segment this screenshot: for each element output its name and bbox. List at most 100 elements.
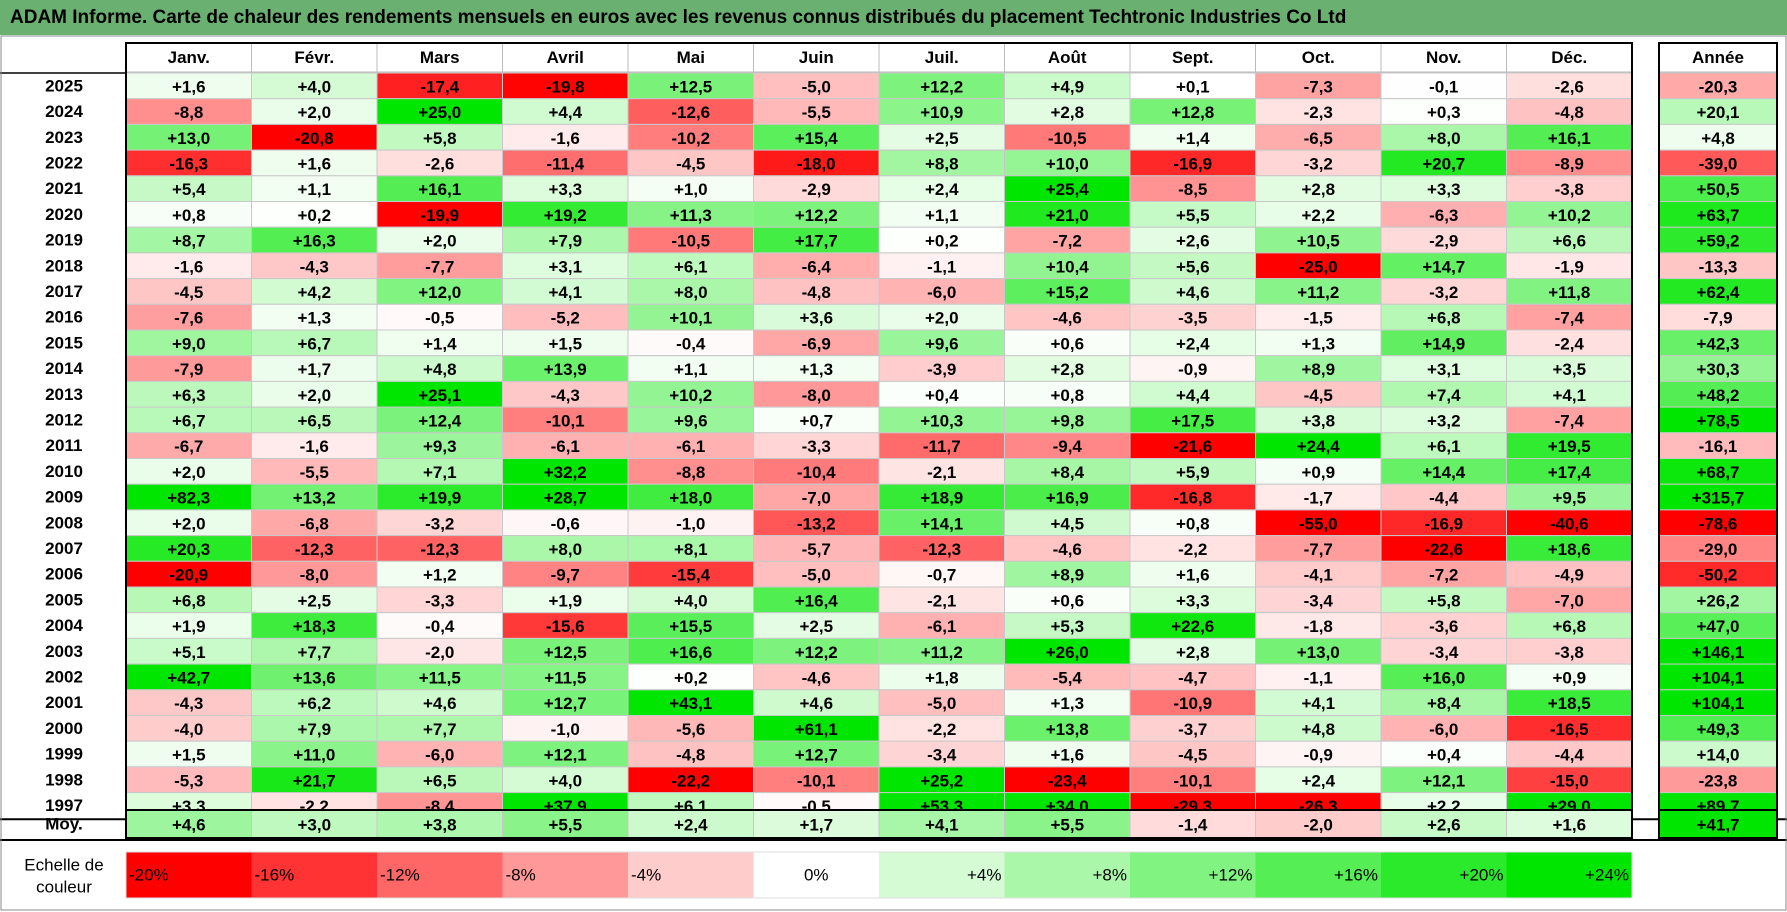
heatmap-cell	[376, 303, 503, 331]
heatmap-cell	[502, 329, 629, 357]
cell-value: +2,0	[172, 463, 206, 482]
cell-value: -22,6	[1424, 540, 1463, 559]
cell-value: +1,6	[172, 77, 206, 96]
heatmap-cell	[125, 329, 252, 357]
cell-value: +6,8	[1427, 309, 1461, 328]
annual-value: +50,5	[1696, 180, 1739, 199]
cell-value: +4,6	[799, 694, 833, 713]
average-annual-value: +41,7	[1696, 816, 1739, 835]
heatmap-cell	[1506, 406, 1633, 434]
heatmap-cell	[878, 715, 1005, 742]
cell-value: -3,2	[1429, 283, 1458, 302]
cell-value: -5,6	[676, 720, 705, 739]
heatmap-cell	[502, 201, 629, 228]
cell-value: +0,9	[1301, 463, 1335, 482]
year-label: 2016	[45, 308, 83, 327]
heatmap-cell	[502, 715, 629, 742]
heatmap-cell	[627, 560, 754, 588]
cell-value: +2,0	[297, 103, 331, 122]
heatmap-cell	[627, 766, 754, 794]
average-cell	[753, 809, 880, 839]
month-header: Oct.	[1302, 48, 1335, 67]
heatmap-cell	[251, 355, 378, 382]
cell-value: +13,0	[167, 129, 210, 148]
cell-value: +3,3	[1427, 180, 1461, 199]
cell-value: +3,2	[1427, 411, 1461, 430]
heatmap-cell	[1506, 149, 1633, 177]
cell-value: -7,7	[1304, 540, 1333, 559]
cell-value: -12,3	[922, 540, 961, 559]
cell-value: +5,4	[172, 180, 206, 199]
cell-value: +12,5	[669, 77, 712, 96]
heatmap-cell	[502, 432, 629, 459]
cell-value: +4,5	[1050, 514, 1084, 533]
cell-value: -2,1	[927, 591, 956, 610]
cell-value: -3,4	[1429, 643, 1459, 662]
cell-value: -7,2	[1429, 566, 1458, 585]
heatmap-cell	[376, 740, 503, 768]
heatmap-cell	[376, 509, 503, 537]
cell-value: +2,4	[925, 180, 959, 199]
heatmap-cell	[1255, 72, 1382, 100]
heatmap-cell	[125, 766, 252, 794]
cell-value: -0,5	[425, 309, 454, 328]
heatmap-cell	[251, 226, 378, 254]
heatmap-cell	[878, 689, 1005, 716]
cell-value: +3,8	[1301, 411, 1335, 430]
heatmap-cell	[627, 432, 754, 459]
cell-value: +8,4	[1050, 463, 1084, 482]
cell-value: +12,2	[920, 77, 963, 96]
month-header: Août	[1048, 48, 1087, 67]
scale-label-value: -8%	[506, 866, 536, 885]
cell-value: -9,7	[551, 566, 580, 585]
heatmap-cell	[1129, 329, 1256, 357]
annual-value: +78,5	[1696, 411, 1739, 430]
cell-value: +10,9	[920, 103, 963, 122]
average-value: -1,4	[1178, 816, 1208, 835]
cell-value: +2,5	[297, 591, 331, 610]
cell-value: -16,5	[1550, 720, 1589, 739]
cell-value: -9,4	[1053, 437, 1083, 456]
cell-value: -5,0	[927, 694, 956, 713]
cell-value: +4,4	[548, 103, 582, 122]
heatmap-cell	[1129, 226, 1256, 254]
cell-value: -3,2	[425, 514, 454, 533]
heatmap-cell	[627, 406, 754, 434]
annual-value: +48,2	[1696, 386, 1739, 405]
heatmap-cell	[878, 278, 1005, 305]
average-label: Moy.	[45, 815, 82, 834]
cell-value: +14,4	[1422, 463, 1466, 482]
heatmap-cell	[878, 637, 1005, 665]
heatmap-cell	[753, 689, 880, 716]
cell-value: -1,5	[1304, 309, 1333, 328]
cell-value: -2,2	[1178, 540, 1207, 559]
cell-value: +6,8	[172, 591, 206, 610]
cell-value: +13,0	[1297, 643, 1340, 662]
annual-cell	[1658, 766, 1778, 794]
heatmap-cell	[1506, 72, 1633, 100]
annual-value: -16,1	[1699, 437, 1738, 456]
scale-label-value: +16%	[1334, 866, 1378, 885]
average-cell	[502, 809, 629, 839]
cell-value: +7,7	[297, 643, 331, 662]
average-value: +2,4	[674, 816, 708, 835]
cell-value: +16,3	[293, 232, 336, 251]
heatmap-cell	[1004, 123, 1131, 151]
heatmap-cell	[1255, 149, 1382, 177]
cell-value: -17,4	[420, 77, 459, 96]
annual-value: +146,1	[1692, 643, 1744, 662]
cell-value: +6,5	[297, 411, 331, 430]
header-cell	[878, 42, 1005, 73]
annual-cell	[1658, 329, 1778, 357]
month-header: Déc.	[1551, 48, 1587, 67]
cell-value: -12,6	[671, 103, 710, 122]
cell-value: +0,1	[1176, 77, 1210, 96]
cell-value: -1,1	[1304, 668, 1333, 687]
cell-value: -1,8	[1304, 617, 1333, 636]
heatmap-cell	[753, 483, 880, 511]
heatmap-cell	[1380, 355, 1507, 382]
annual-value: +26,2	[1696, 591, 1739, 610]
cell-value: -5,0	[802, 77, 831, 96]
cell-value: +19,5	[1548, 437, 1591, 456]
heatmap-cell	[1380, 303, 1507, 331]
